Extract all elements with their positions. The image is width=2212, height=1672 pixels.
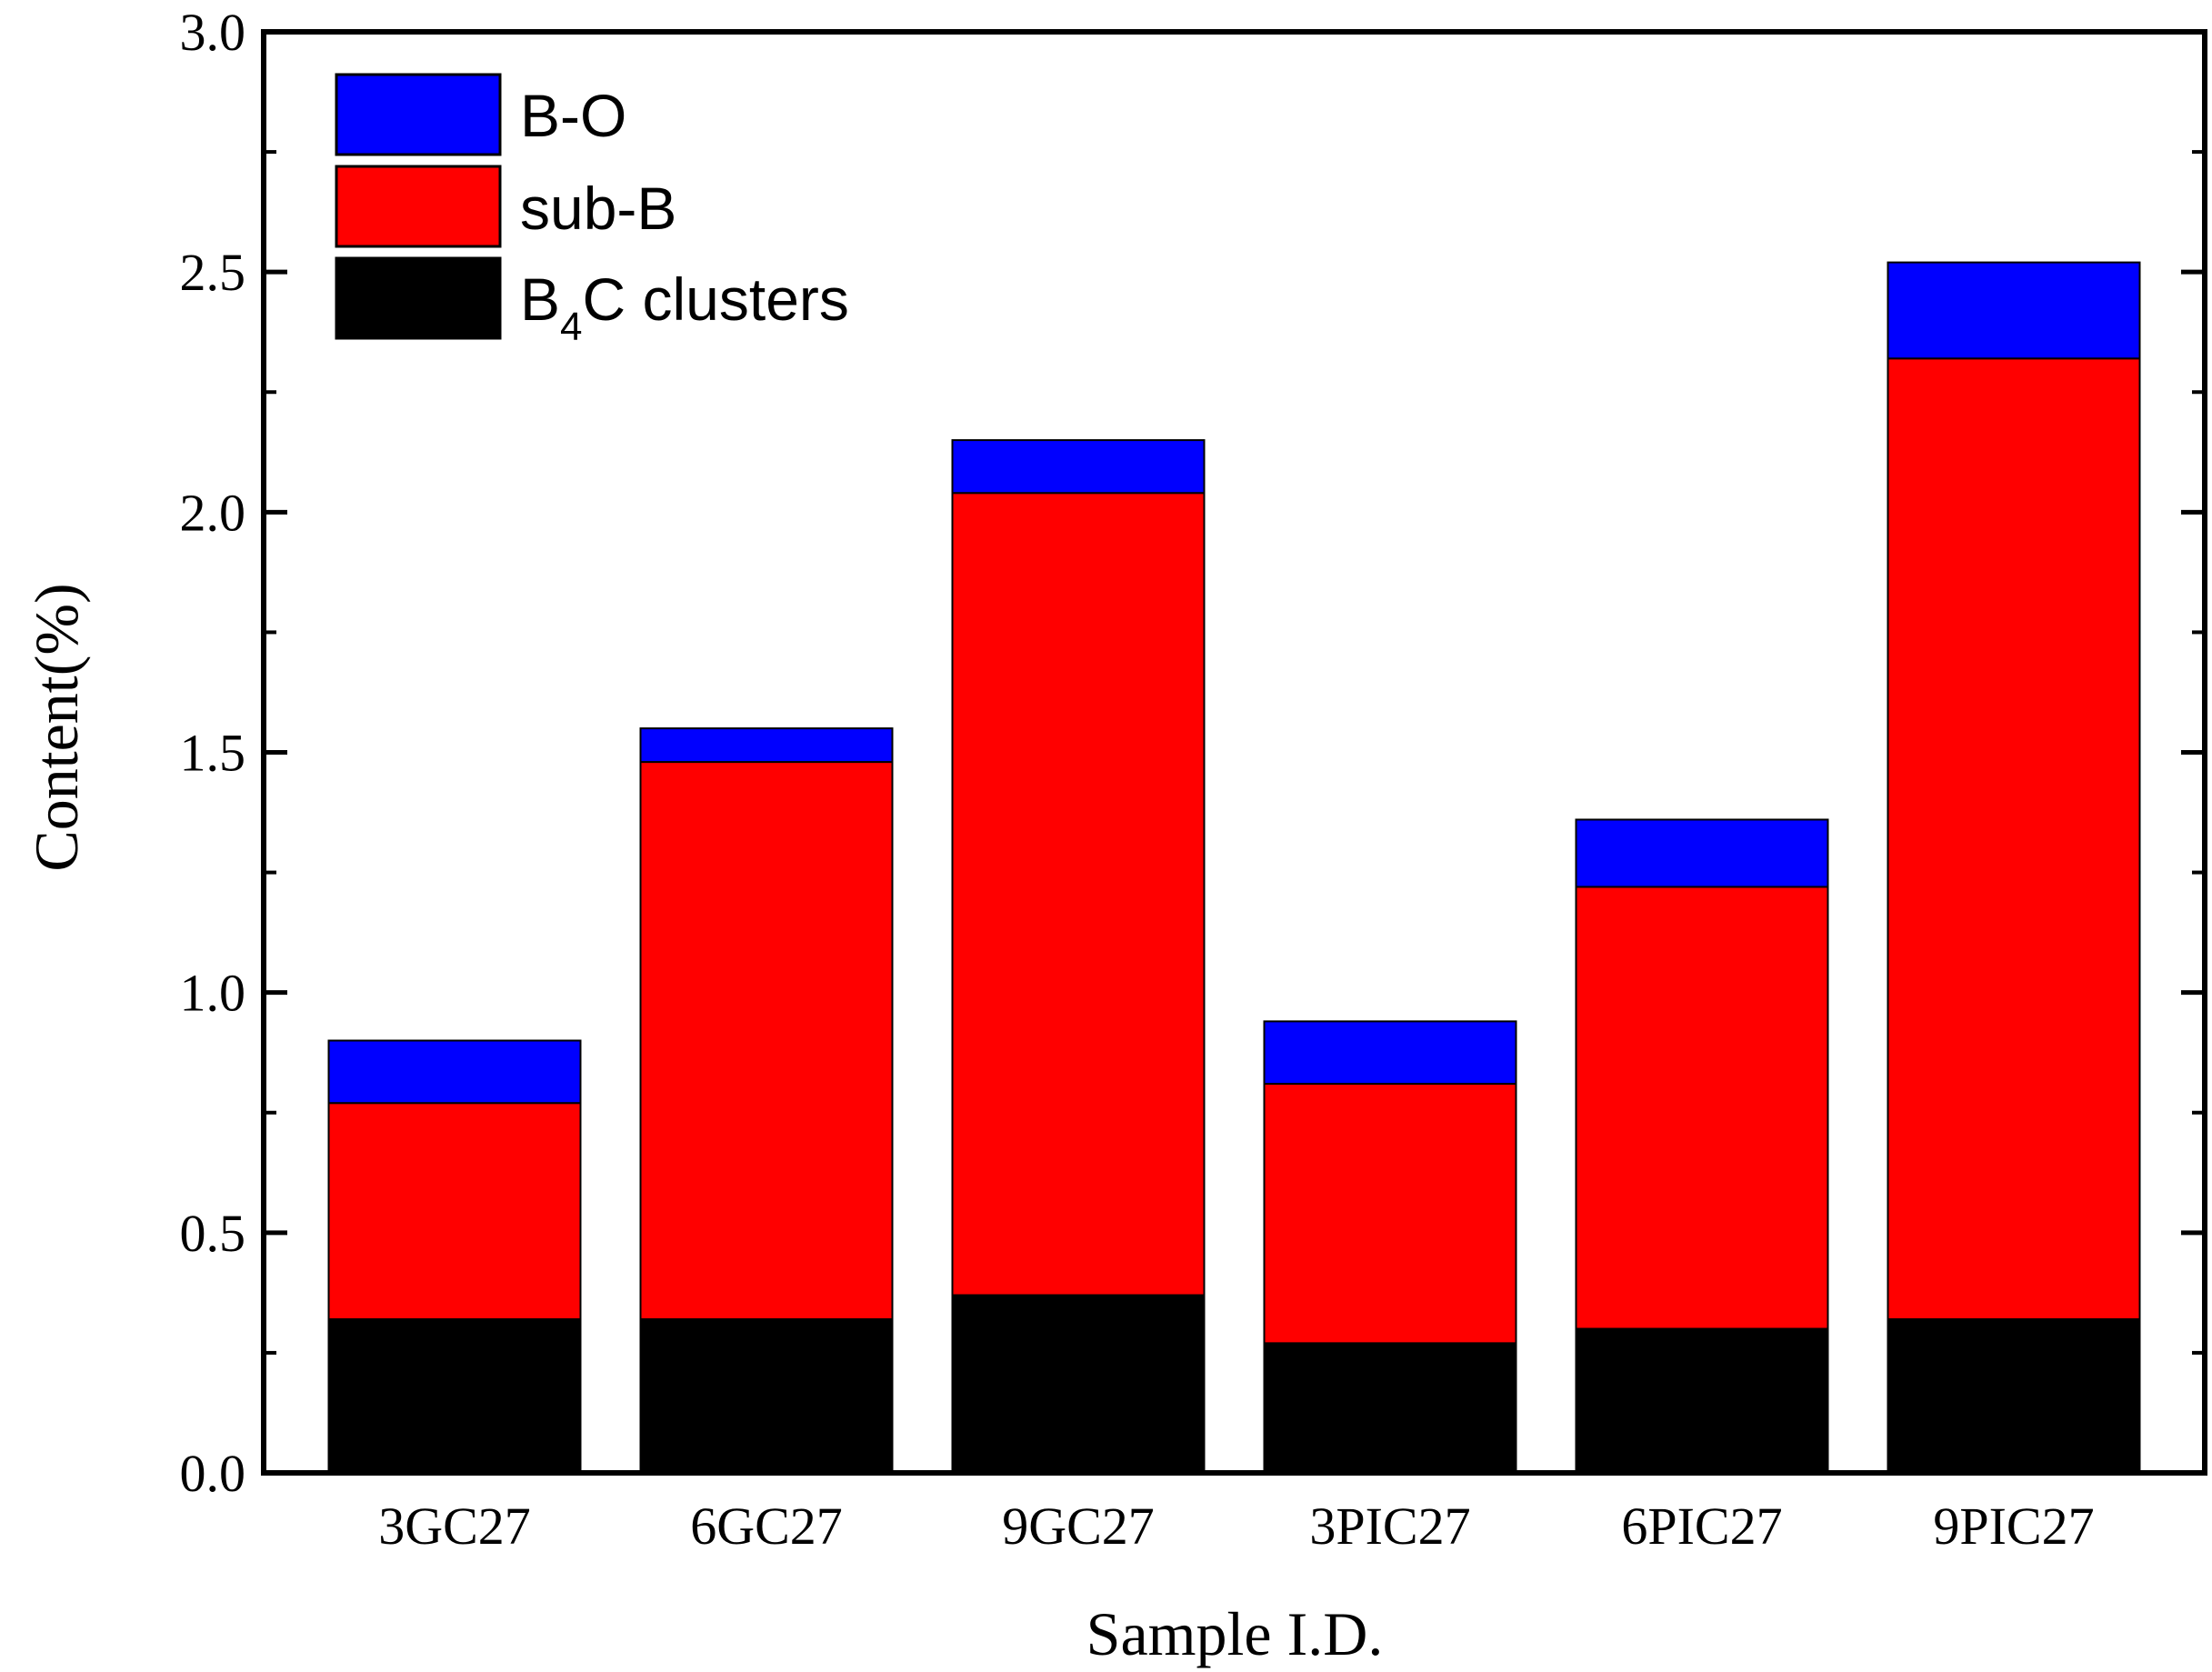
legend-label-b-o: B-O (520, 82, 626, 149)
bar-6gc27-b-o (639, 727, 894, 764)
bar-9pic27-b-o (1887, 261, 2141, 360)
y-tick-label: 0.0 (180, 1444, 246, 1503)
plot-area (264, 32, 2205, 1473)
x-tick-label: 6PIC27 (1621, 1497, 1782, 1556)
bar-3gc27-b4c-clusters (327, 1317, 582, 1475)
bar-9gc27-b4c-clusters (951, 1294, 1206, 1475)
y-tick-label: 2.0 (180, 483, 246, 542)
x-tick-label: 3GC27 (378, 1497, 531, 1556)
y-tick-label: 1.0 (180, 964, 246, 1023)
bar-3pic27-b4c-clusters (1263, 1342, 1517, 1474)
bar-9pic27-b4c-clusters (1887, 1317, 2141, 1475)
legend-swatch-sub-b (335, 165, 502, 248)
legend-swatch-b-o (335, 73, 502, 156)
bar-6pic27-b-o (1575, 818, 1829, 888)
plot-background (264, 32, 2205, 1473)
bar-3gc27-sub-b (327, 1102, 582, 1320)
x-axis-title: Sample I.D. (1086, 1599, 1384, 1668)
y-tick-label: 2.5 (180, 243, 246, 302)
bar-9pic27-sub-b (1887, 357, 2141, 1320)
x-tick-label: 9PIC27 (1933, 1497, 2094, 1556)
y-tick-label: 0.5 (180, 1204, 246, 1263)
y-tick-label: 3.0 (180, 3, 246, 62)
bars (327, 261, 2141, 1475)
legend-swatch-b4c-clusters (335, 256, 502, 340)
y-tick-label: 1.5 (180, 724, 246, 783)
bar-6pic27-sub-b (1575, 886, 1829, 1330)
legend-label-sub-b: sub-B (520, 175, 676, 242)
legend: B-O sub-B B4C clusters (335, 73, 849, 349)
bar-3gc27-b-o (327, 1039, 582, 1105)
x-tick-label: 3PIC27 (1309, 1497, 1470, 1556)
y-axis-title: Content(%) (22, 583, 91, 871)
bar-9gc27-b-o (951, 439, 1206, 495)
bar-9gc27-sub-b (951, 492, 1206, 1297)
bar-6gc27-sub-b (639, 761, 894, 1320)
x-tick-label: 9GC27 (1002, 1497, 1155, 1556)
bar-6pic27-b4c-clusters (1575, 1327, 1829, 1474)
bar-3pic27-b-o (1263, 1020, 1517, 1086)
ticks: 0.0 0.5 1.0 1.5 2.0 2.5 3.0 3GC27 6GC27 9GC27 3PIC… (180, 3, 2205, 1556)
x-tick-label: 6GC27 (690, 1497, 843, 1556)
legend-label-b4c-clusters: B4C clusters (520, 265, 849, 349)
bar-6gc27-b4c-clusters (639, 1317, 894, 1475)
bar-3pic27-sub-b (1263, 1083, 1517, 1345)
